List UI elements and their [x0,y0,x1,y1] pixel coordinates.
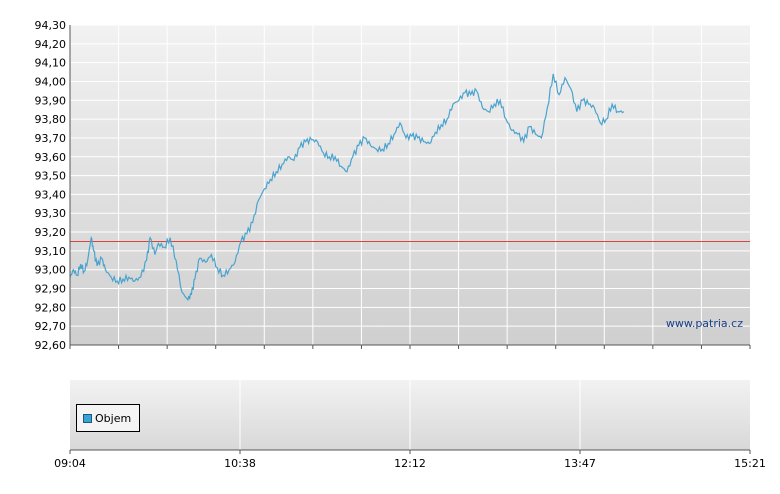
x-tick-label: 10:38 [224,457,256,470]
legend-label-objem: Objem [95,411,132,425]
y-tick-label: 93,30 [35,207,67,220]
price-x-tick-marks [69,345,751,349]
y-tick-label: 92,60 [35,339,67,352]
x-tick-label: 09:04 [54,457,86,470]
y-tick-label: 93,70 [35,132,67,145]
y-tick-label: 92,80 [35,301,67,314]
x-tick-label: 13:47 [564,457,596,470]
price-grid [70,24,750,346]
watermark-text: www.patria.cz [666,317,743,330]
x-tick-label: 12:12 [394,457,426,470]
x-tick-labels: 09:04 10:38 12:12 13:47 15:21 [54,450,766,470]
y-tick-label: 94,10 [35,57,67,70]
y-tick-label: 93,90 [35,94,67,107]
y-tick-label: 93,20 [35,226,67,239]
price-series-line [69,73,625,302]
y-tick-label: 93,50 [35,170,67,183]
y-tick-label: 92,90 [35,283,67,296]
y-tick-label: 94,00 [35,75,67,88]
y-tick-label: 93,80 [35,113,67,126]
x-tick-label: 15:21 [734,457,766,470]
y-tick-label: 94,20 [35,38,67,51]
volume-grid [239,380,581,450]
y-tick-labels: 92,60 92,70 92,80 92,90 93,00 93,10 93,20 93,30… [35,19,67,352]
y-tick-label: 93,40 [35,188,67,201]
y-tick-label: 94,30 [35,19,67,32]
y-tick-label: 92,70 [35,320,67,333]
y-tick-label: 93,10 [35,245,67,258]
legend-swatch-objem [83,413,92,423]
y-tick-label: 93,00 [35,264,67,277]
y-tick-label: 93,60 [35,151,67,164]
volume-legend: Objem [76,404,141,432]
